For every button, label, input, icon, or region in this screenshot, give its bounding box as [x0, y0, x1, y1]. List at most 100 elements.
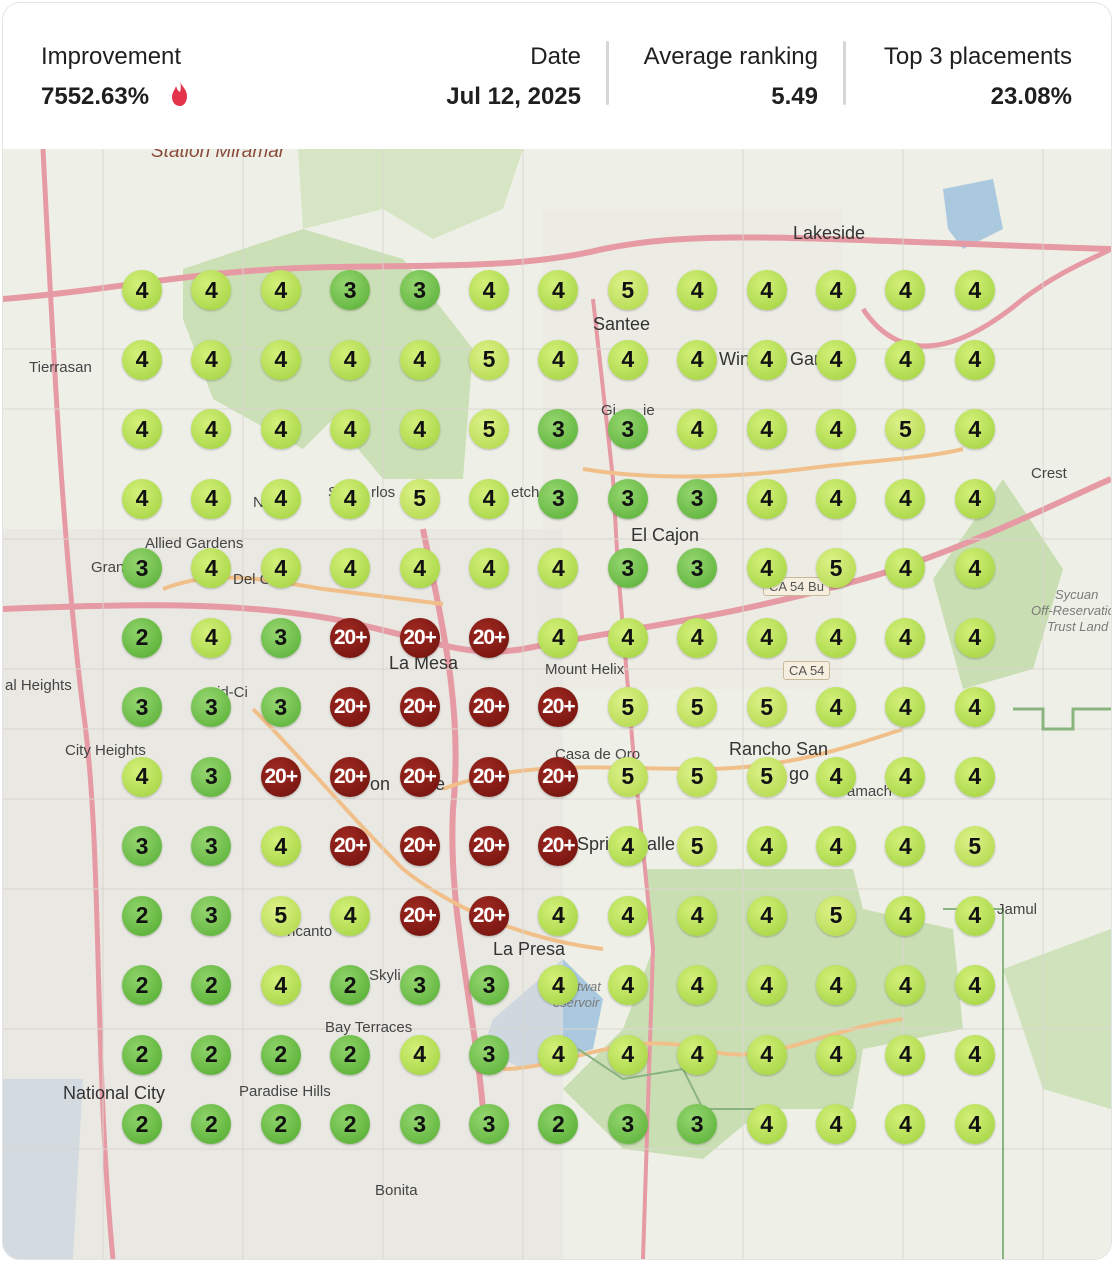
rank-marker[interactable]: 5 — [607, 270, 648, 310]
rank-marker[interactable]: 4 — [677, 617, 718, 658]
rank-marker[interactable]: 4 — [885, 895, 926, 936]
rank-marker[interactable]: 2 — [122, 895, 162, 936]
rank-marker[interactable]: 3 — [191, 895, 232, 936]
rank-marker[interactable]: 4 — [885, 548, 926, 588]
rank-marker[interactable]: 20+ — [399, 756, 440, 797]
rank-marker[interactable]: 2 — [260, 1034, 301, 1075]
rank-marker[interactable]: 4 — [677, 270, 718, 310]
rank-marker[interactable]: 4 — [330, 548, 371, 588]
rank-marker[interactable]: 2 — [191, 965, 232, 1005]
rank-marker[interactable]: 4 — [746, 548, 787, 588]
rank-marker[interactable]: 4 — [399, 339, 440, 380]
rank-marker[interactable]: 4 — [746, 965, 787, 1005]
rank-marker[interactable]: 5 — [399, 478, 440, 519]
rank-marker[interactable]: 4 — [885, 478, 926, 519]
rank-marker[interactable]: 4 — [538, 548, 579, 588]
rank-marker[interactable]: 2 — [330, 1034, 371, 1075]
rank-marker[interactable]: 4 — [746, 617, 787, 658]
rank-marker[interactable]: 4 — [607, 617, 648, 658]
rank-marker[interactable]: 2 — [191, 1034, 232, 1075]
rank-marker[interactable]: 4 — [746, 1034, 787, 1075]
rank-marker[interactable]: 4 — [677, 1034, 718, 1075]
rank-marker[interactable]: 4 — [954, 756, 995, 797]
rank-marker[interactable]: 3 — [677, 548, 718, 588]
rank-marker[interactable]: 4 — [816, 478, 856, 519]
rank-marker[interactable]: 5 — [469, 409, 509, 449]
rank-marker[interactable]: 4 — [122, 756, 162, 797]
rank-marker[interactable]: 20+ — [469, 617, 509, 658]
geo-grid-map[interactable]: Station Miramar Lakeside Santee Tierrasa… — [3, 149, 1111, 1259]
rank-marker[interactable]: 4 — [191, 270, 232, 310]
rank-marker[interactable]: 4 — [191, 409, 232, 449]
rank-marker[interactable]: 20+ — [399, 617, 440, 658]
rank-marker[interactable]: 20+ — [399, 895, 440, 936]
rank-marker[interactable]: 4 — [330, 895, 371, 936]
rank-marker[interactable]: 20+ — [260, 756, 301, 797]
rank-marker[interactable]: 4 — [746, 826, 787, 866]
rank-marker[interactable]: 4 — [260, 339, 301, 380]
rank-marker[interactable]: 4 — [746, 478, 787, 519]
rank-marker[interactable]: 4 — [816, 270, 856, 310]
rank-marker[interactable]: 3 — [191, 826, 232, 866]
rank-marker[interactable]: 4 — [469, 478, 509, 519]
rank-marker[interactable]: 4 — [399, 1034, 440, 1075]
rank-marker[interactable]: 20+ — [469, 895, 509, 936]
rank-marker[interactable]: 4 — [954, 409, 995, 449]
rank-marker[interactable]: 2 — [260, 1104, 301, 1144]
rank-marker[interactable]: 4 — [607, 1034, 648, 1075]
rank-marker[interactable]: 20+ — [399, 826, 440, 866]
rank-marker[interactable]: 20+ — [538, 826, 579, 866]
rank-marker[interactable]: 20+ — [330, 826, 371, 866]
rank-marker[interactable]: 4 — [260, 826, 301, 866]
rank-marker[interactable]: 4 — [816, 687, 856, 727]
rank-marker[interactable]: 4 — [746, 895, 787, 936]
rank-marker[interactable]: 4 — [260, 270, 301, 310]
rank-marker[interactable]: 4 — [538, 270, 579, 310]
rank-marker[interactable]: 4 — [885, 965, 926, 1005]
rank-marker[interactable]: 3 — [399, 270, 440, 310]
rank-marker[interactable]: 20+ — [469, 687, 509, 727]
rank-marker[interactable]: 5 — [469, 339, 509, 380]
rank-marker[interactable]: 4 — [816, 617, 856, 658]
rank-marker[interactable]: 2 — [538, 1104, 579, 1144]
rank-marker[interactable]: 4 — [677, 409, 718, 449]
rank-marker[interactable]: 4 — [538, 895, 579, 936]
rank-marker[interactable]: 5 — [816, 895, 856, 936]
rank-marker[interactable]: 3 — [260, 687, 301, 727]
rank-marker[interactable]: 4 — [399, 409, 440, 449]
rank-marker[interactable]: 4 — [260, 548, 301, 588]
rank-marker[interactable]: 5 — [816, 548, 856, 588]
rank-marker[interactable]: 4 — [260, 409, 301, 449]
rank-marker[interactable]: 3 — [260, 617, 301, 658]
rank-marker[interactable]: 5 — [746, 756, 787, 797]
rank-marker[interactable]: 4 — [746, 409, 787, 449]
rank-marker[interactable]: 4 — [816, 339, 856, 380]
rank-marker[interactable]: 3 — [399, 1104, 440, 1144]
rank-marker[interactable]: 2 — [330, 965, 371, 1005]
rank-marker[interactable]: 5 — [677, 756, 718, 797]
rank-marker[interactable]: 4 — [677, 965, 718, 1005]
rank-marker[interactable]: 4 — [746, 270, 787, 310]
rank-marker[interactable]: 4 — [954, 1104, 995, 1144]
rank-marker[interactable]: 4 — [538, 965, 579, 1005]
rank-marker[interactable]: 4 — [469, 270, 509, 310]
rank-marker[interactable]: 4 — [746, 1104, 787, 1144]
rank-marker[interactable]: 4 — [885, 1034, 926, 1075]
rank-marker[interactable]: 4 — [954, 965, 995, 1005]
rank-marker[interactable]: 2 — [122, 617, 162, 658]
rank-marker[interactable]: 4 — [816, 965, 856, 1005]
rank-marker[interactable]: 4 — [816, 756, 856, 797]
rank-marker[interactable]: 4 — [191, 478, 232, 519]
rank-marker[interactable]: 4 — [746, 339, 787, 380]
rank-marker[interactable]: 4 — [885, 826, 926, 866]
rank-marker[interactable]: 4 — [954, 548, 995, 588]
rank-marker[interactable]: 3 — [330, 270, 371, 310]
rank-marker[interactable]: 20+ — [330, 756, 371, 797]
rank-marker[interactable]: 20+ — [469, 826, 509, 866]
rank-marker[interactable]: 2 — [191, 1104, 232, 1144]
rank-marker[interactable]: 5 — [677, 687, 718, 727]
rank-marker[interactable]: 3 — [399, 965, 440, 1005]
rank-marker[interactable]: 4 — [122, 270, 162, 310]
rank-marker[interactable]: 5 — [607, 687, 648, 727]
rank-marker[interactable]: 4 — [260, 965, 301, 1005]
